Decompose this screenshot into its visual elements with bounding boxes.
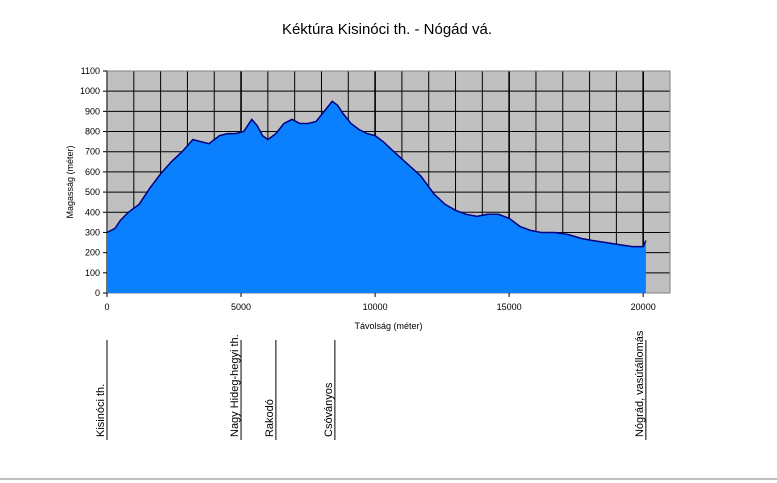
elevation-area [107,101,646,293]
waypoint-label: Nagy Hideg-hegyi th. [229,334,241,437]
y-tick-label: 500 [85,187,100,197]
x-tick-label: 5000 [231,302,251,312]
y-axis-ticks: 0 100 200 300 400 500 600 700 800 900 1000 1100 [80,66,107,298]
x-tick-label: 20000 [631,302,656,312]
x-axis-label: Távolság (méter) [354,321,422,331]
y-tick-label: 200 [85,248,100,258]
waypoint-label: Rakodó [264,399,276,437]
y-axis-label: Magasság (méter) [65,145,75,218]
y-tick-label: 600 [85,167,100,177]
x-tick-label: 0 [104,302,109,312]
elevation-line [106,100,647,248]
y-tick-label: 100 [85,268,100,278]
y-tick-label: 1000 [80,86,100,96]
y-tick-label: 1100 [81,66,100,76]
y-tick-label: 400 [85,207,100,217]
y-tick-label: 300 [85,227,100,237]
y-tick-label: 700 [85,147,100,157]
waypoint-label: Nógrád, vasútállomás [634,330,646,437]
y-tick-label: 800 [85,127,100,137]
x-tick-label: 10000 [363,302,388,312]
x-axis-ticks: 0 5000 10000 15000 20000 [104,293,656,312]
y-tick-label: 900 [85,106,100,116]
waypoint-label: Kisinóci th. [95,384,107,437]
waypoint-markers: Kisinóci th. Nagy Hideg-hegyi th. Rakodó Cs… [95,330,647,440]
x-tick-label: 15000 [497,302,522,312]
y-tick-label: 0 [95,288,100,298]
waypoint-label: Csóványos [323,382,335,437]
chart-title: Kéktúra Kisinóci th. - Nógád vá. [282,21,492,38]
